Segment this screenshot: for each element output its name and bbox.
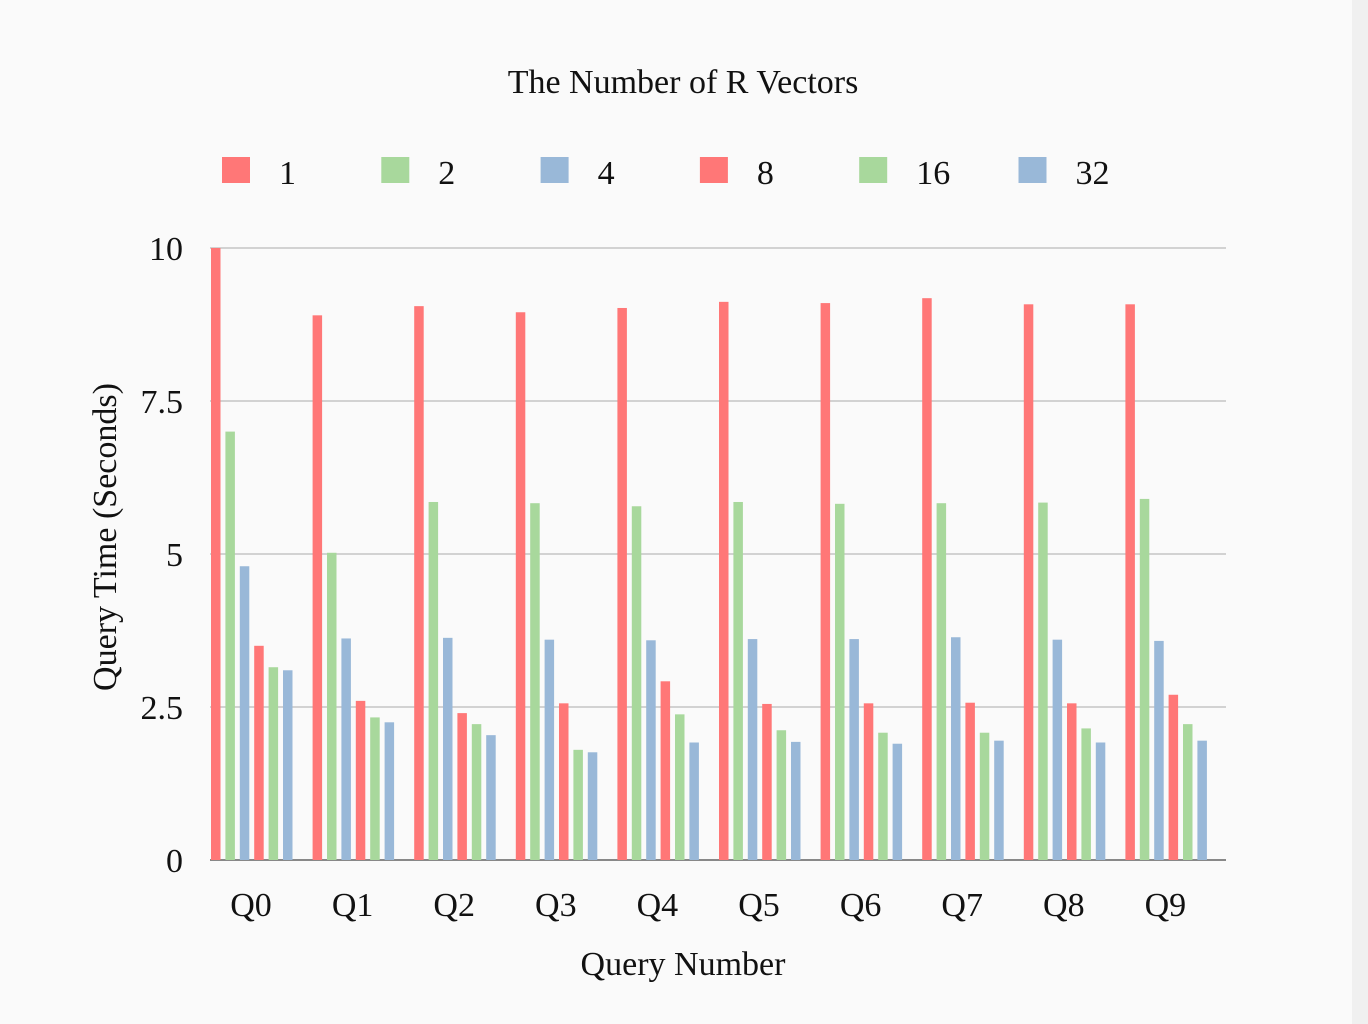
- bar-q4-series-4: [646, 640, 656, 860]
- y-axis-ticks: 0 2.5 5 7.5 10: [141, 231, 184, 880]
- bar-q2-series-8: [457, 713, 467, 860]
- bar-q9-series-2: [1139, 498, 1150, 860]
- bar-q3-series-16: [573, 749, 583, 860]
- bar-q0-series-1: [211, 248, 221, 860]
- legend-swatch-32: [1018, 157, 1047, 183]
- bar-q5-series-32: [791, 741, 801, 860]
- bar-q2-series-32: [486, 735, 496, 860]
- legend-label-1: 1: [279, 155, 296, 192]
- legend-label-4: 4: [598, 155, 615, 192]
- bar-q4-series-1: [617, 307, 627, 860]
- bar-q3-series-32: [587, 752, 598, 860]
- bar-q5-series-2: [733, 501, 743, 860]
- bar-q7-series-2: [936, 503, 947, 860]
- bar-q7-series-4: [951, 637, 961, 860]
- bar-q3-series-8: [559, 703, 569, 860]
- bar-q8-series-8: [1067, 703, 1077, 860]
- x-axis-ticks: Q0 Q1 Q2 Q3 Q4 Q5 Q6 Q7 Q8 Q9: [230, 887, 1186, 924]
- x-tick-label: Q1: [332, 887, 374, 924]
- bar-q1-series-1: [312, 315, 323, 860]
- bar-q8-series-16: [1081, 728, 1091, 860]
- bar-q6-series-1: [820, 303, 831, 861]
- bar-q1-series-2: [327, 552, 337, 860]
- bar-q5-series-8: [762, 703, 772, 860]
- legend-label-2: 2: [438, 155, 455, 192]
- legend-swatch-1: [222, 157, 250, 183]
- bar-q0-series-8: [254, 645, 264, 860]
- chart-title: The Number of R Vectors: [508, 64, 859, 101]
- y-tick-label: 7.5: [141, 384, 184, 421]
- bar-q0-series-32: [283, 670, 293, 860]
- bar-q5-series-1: [719, 301, 729, 861]
- bar-q1-series-16: [370, 717, 380, 860]
- bar-q1-series-32: [384, 722, 395, 860]
- x-tick-label: Q7: [941, 887, 983, 924]
- bar-q3-series-4: [544, 639, 555, 860]
- bar-q9-series-1: [1125, 304, 1135, 861]
- legend-label-8: 8: [757, 155, 774, 192]
- bar-q1-series-8: [355, 700, 366, 860]
- bar-q4-series-2: [631, 506, 642, 860]
- y-tick-label: 2.5: [141, 690, 184, 727]
- bar-q0-series-16: [268, 667, 279, 860]
- bar-q7-series-1: [922, 298, 932, 861]
- x-tick-label: Q8: [1043, 887, 1085, 924]
- bar-q9-series-32: [1197, 740, 1207, 860]
- bar-q2-series-2: [428, 501, 439, 860]
- x-tick-label: Q5: [738, 887, 780, 924]
- y-tick-label: 10: [149, 231, 183, 268]
- x-tick-label: Q3: [535, 887, 577, 924]
- x-tick-label: Q0: [230, 887, 272, 924]
- bar-q6-series-16: [878, 732, 888, 860]
- x-tick-label: Q9: [1145, 887, 1187, 924]
- bar-q8-series-32: [1095, 742, 1106, 860]
- x-tick-label: Q2: [433, 887, 475, 924]
- bar-q3-series-2: [530, 503, 540, 860]
- bar-q6-series-4: [849, 639, 859, 860]
- bar-q4-series-8: [660, 681, 671, 860]
- legend-swatch-8: [699, 157, 728, 183]
- bar-q7-series-16: [979, 732, 990, 860]
- x-tick-label: Q4: [637, 887, 679, 924]
- bar-q5-series-16: [776, 730, 787, 860]
- bar-q8-series-1: [1023, 304, 1034, 861]
- bar-q8-series-4: [1052, 639, 1063, 860]
- bar-q4-series-32: [689, 742, 699, 860]
- bar-q9-series-16: [1183, 724, 1193, 860]
- legend: 1 2 4 8 16 32: [222, 155, 1110, 192]
- bar-q6-series-8: [863, 703, 874, 860]
- legend-swatch-16: [859, 157, 888, 183]
- bar-q0-series-2: [225, 431, 235, 860]
- bars: [211, 248, 1207, 861]
- bar-q9-series-8: [1168, 694, 1179, 860]
- y-tick-label: 0: [166, 843, 183, 880]
- bar-q2-series-16: [471, 724, 482, 860]
- bar-q9-series-4: [1154, 640, 1164, 860]
- bar-q0-series-4: [239, 566, 250, 860]
- legend-label-16: 16: [916, 155, 950, 192]
- bar-q8-series-2: [1038, 502, 1048, 860]
- bar-q1-series-4: [341, 638, 351, 860]
- legend-swatch-4: [540, 157, 569, 183]
- y-axis-label: Query Time (Seconds): [87, 383, 124, 691]
- bar-q7-series-32: [994, 740, 1004, 860]
- x-axis-label: Query Number: [581, 946, 787, 983]
- legend-label-32: 32: [1076, 155, 1110, 192]
- bar-q2-series-4: [443, 637, 453, 860]
- bar-q3-series-1: [515, 312, 526, 860]
- y-tick-label: 5: [166, 537, 183, 574]
- bar-q6-series-2: [835, 503, 845, 860]
- bar-q6-series-32: [892, 743, 903, 860]
- x-tick-label: Q6: [840, 887, 882, 924]
- legend-swatch-2: [381, 157, 410, 183]
- bar-q2-series-1: [414, 306, 424, 860]
- bar-q5-series-4: [747, 639, 758, 860]
- bar-q4-series-16: [675, 714, 685, 860]
- bar-q7-series-8: [965, 702, 975, 860]
